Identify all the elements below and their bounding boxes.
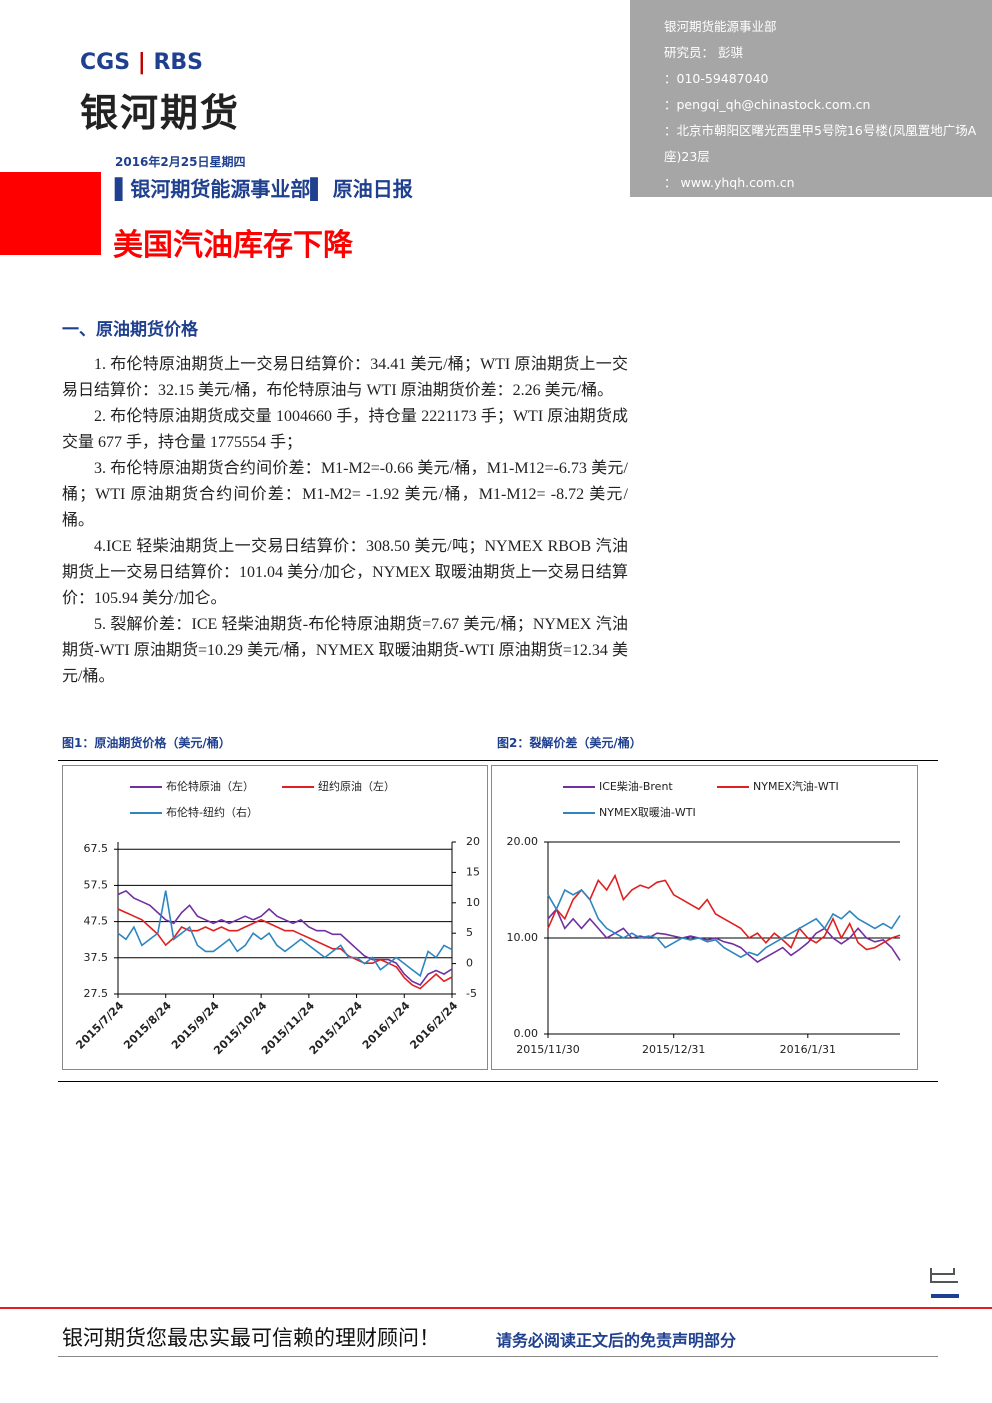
footer-disclaimer: 请务必阅读正文后的免责声明部分 [496, 1331, 737, 1350]
y-tick-label: 27.5 [84, 987, 109, 1000]
footer-rule [58, 1356, 938, 1357]
y2-tick-label: -5 [466, 987, 477, 1000]
footer-icon [930, 1268, 959, 1298]
red-block [0, 172, 101, 255]
x-tick-label: 2016/1/31 [780, 1043, 836, 1056]
chart: 27.537.547.557.567.5-5051015202015/7/242… [62, 765, 488, 1070]
figure-caption: 图1：原油期货价格（美元/桶） [62, 736, 231, 750]
footer-slogan: 银河期货您最忠实最可信赖的理财顾问！ [62, 1326, 440, 1350]
date: 2016年2月25日星期四 [115, 155, 246, 169]
paragraph: 1. 布伦特原油期货上一交易日结算价：34.41 美元/桶；WTI 原油期货上一… [62, 356, 628, 399]
series-line [547, 888, 901, 959]
legend-label: 布伦特原油（左） [166, 779, 254, 793]
series-line [547, 873, 901, 951]
paragraph: 2. 布伦特原油期货成交量 1004660 手，持仓量 2221173 手；WT… [62, 408, 628, 451]
rule [58, 760, 938, 761]
legend-label: 纽约原油（左） [318, 779, 395, 793]
body: 1. 布伦特原油期货上一交易日结算价：34.41 美元/桶；WTI 原油期货上一… [62, 352, 628, 690]
y2-tick-label: 5 [466, 926, 473, 939]
legend-label: NYMEX取暖油-WTI [599, 805, 696, 819]
report-title: ▌银河期货能源事业部▌ 原油日报 [115, 177, 413, 201]
x-tick-label: 2015/12/31 [642, 1043, 705, 1056]
contact-web: ： www.yhqh.com.cn [664, 175, 795, 190]
series-line [547, 907, 901, 963]
y-tick-label: 57.5 [84, 878, 109, 891]
contact-address: ：北京市朝阳区曙光西里甲5号院16号楼(凤凰置地广场A座)23层 [664, 123, 977, 164]
y2-tick-label: 15 [466, 865, 480, 878]
y-tick-label: 37.5 [84, 951, 109, 964]
contact-email: ：pengqi_qh@chinastock.com.cn [664, 97, 871, 112]
figure-caption: 图2：裂解价差（美元/桶） [497, 736, 642, 750]
contact-dept: 银河期货能源事业部 [664, 19, 777, 34]
x-tick-label: 2016/2/24 [407, 999, 460, 1052]
footer-rule [0, 1307, 992, 1309]
x-tick-label: 2015/7/24 [73, 999, 126, 1052]
legend-label: ICE柴油-Brent [599, 779, 673, 793]
y2-tick-label: 0 [466, 957, 473, 970]
y-tick-label: 47.5 [84, 915, 109, 928]
logo-rbs: RBS [153, 50, 204, 75]
logo-en: CGS | RBS [80, 50, 204, 75]
chart: 0.00 10.00 20.00 2015/11/30 2015/12/31 2016/1… [491, 765, 918, 1070]
y-tick-label: 67.5 [84, 842, 109, 855]
y-tick-label: 0.00 [514, 1027, 539, 1040]
x-tick-label: 2016/1/24 [360, 999, 413, 1052]
contact-box: 银河期货能源事业部 研究员： 彭骐 ：010-59487040 ：pengqi_… [630, 0, 992, 197]
chart-frame [491, 765, 918, 1070]
series-line [117, 889, 453, 987]
logo-cgs: CGS [80, 50, 131, 75]
headline: 美国汽油库存下降 [113, 229, 353, 262]
legend-label: NYMEX汽油-WTI [753, 779, 839, 793]
contact-researcher: 研究员： 彭骐 [664, 45, 743, 60]
y2-tick-label: 10 [466, 896, 480, 909]
paragraph: 5. 裂解价差：ICE 轻柴油期货-布伦特原油期货=7.67 美元/桶；NYME… [62, 616, 628, 685]
y-tick-label: 10.00 [507, 931, 539, 944]
paragraph: 4.ICE 轻柴油期货上一交易日结算价：308.50 美元/吨；NYMEX RB… [62, 538, 628, 607]
y2-tick-label: 20 [466, 835, 480, 848]
paragraph: 3. 布伦特原油期货合约间价差：M1-M2=-0.66 美元/桶，M1-M12=… [62, 460, 628, 529]
contact-phone: ：010-59487040 [664, 71, 769, 86]
chart-frame [62, 765, 488, 1070]
x-tick-label: 2015/9/24 [169, 999, 222, 1052]
x-tick-label: 2015/11/30 [516, 1043, 579, 1056]
y-tick-label: 20.00 [507, 835, 539, 848]
rule [58, 1081, 938, 1082]
logo-cn: 银河期货 [80, 91, 241, 135]
series-line [117, 890, 453, 978]
section-heading: 一、原油期货价格 [62, 320, 198, 339]
x-tick-label: 2015/8/24 [121, 999, 174, 1052]
legend-label: 布伦特-纽约（右） [166, 805, 258, 819]
